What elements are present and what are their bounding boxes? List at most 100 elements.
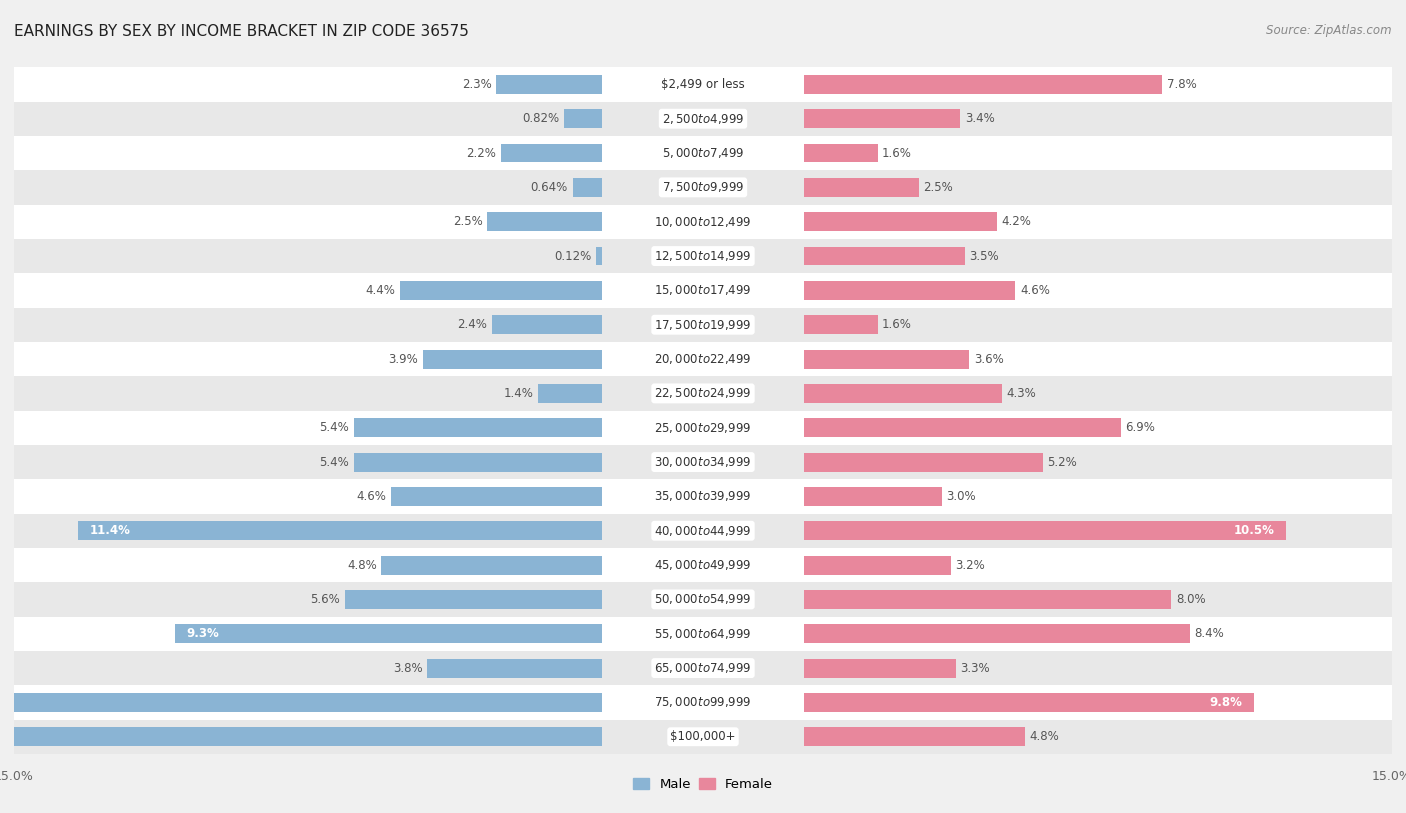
- Text: 3.0%: 3.0%: [946, 490, 976, 503]
- Text: 4.6%: 4.6%: [356, 490, 387, 503]
- Text: $22,500 to $24,999: $22,500 to $24,999: [654, 386, 752, 400]
- Bar: [804, 521, 1286, 540]
- Bar: [804, 728, 1025, 746]
- Bar: [496, 75, 602, 93]
- Bar: [14, 307, 1392, 342]
- Bar: [804, 144, 877, 163]
- Bar: [804, 624, 1189, 643]
- Bar: [174, 624, 602, 643]
- Bar: [354, 419, 602, 437]
- Text: $10,000 to $12,499: $10,000 to $12,499: [654, 215, 752, 228]
- Bar: [804, 246, 965, 266]
- Bar: [804, 281, 1015, 300]
- Bar: [79, 521, 602, 540]
- Bar: [423, 350, 602, 368]
- Text: 2.2%: 2.2%: [467, 146, 496, 159]
- Text: 11.4%: 11.4%: [90, 524, 131, 537]
- Text: 3.6%: 3.6%: [974, 353, 1004, 366]
- Bar: [492, 315, 602, 334]
- Bar: [14, 342, 1392, 376]
- Bar: [391, 487, 602, 506]
- Bar: [486, 212, 602, 231]
- Text: Source: ZipAtlas.com: Source: ZipAtlas.com: [1267, 24, 1392, 37]
- Text: 2.3%: 2.3%: [463, 78, 492, 91]
- Bar: [14, 514, 1392, 548]
- Text: $20,000 to $22,499: $20,000 to $22,499: [654, 352, 752, 366]
- Bar: [14, 651, 1392, 685]
- Bar: [501, 144, 602, 163]
- Text: 3.3%: 3.3%: [960, 662, 990, 675]
- Bar: [427, 659, 602, 677]
- Text: 4.6%: 4.6%: [1019, 284, 1050, 297]
- Bar: [14, 273, 1392, 307]
- Bar: [14, 170, 1392, 205]
- Text: 1.6%: 1.6%: [882, 146, 912, 159]
- Bar: [537, 384, 602, 402]
- Bar: [14, 239, 1392, 273]
- Bar: [14, 548, 1392, 582]
- Text: EARNINGS BY SEX BY INCOME BRACKET IN ZIP CODE 36575: EARNINGS BY SEX BY INCOME BRACKET IN ZIP…: [14, 24, 470, 39]
- Text: 3.4%: 3.4%: [965, 112, 994, 125]
- Text: $30,000 to $34,999: $30,000 to $34,999: [654, 455, 752, 469]
- Text: 0.82%: 0.82%: [523, 112, 560, 125]
- Bar: [14, 685, 1392, 720]
- Text: 4.8%: 4.8%: [347, 559, 377, 572]
- Text: $17,500 to $19,999: $17,500 to $19,999: [654, 318, 752, 332]
- Bar: [804, 693, 1254, 712]
- Text: 2.4%: 2.4%: [457, 318, 486, 331]
- Text: $50,000 to $54,999: $50,000 to $54,999: [654, 593, 752, 606]
- Text: $25,000 to $29,999: $25,000 to $29,999: [654, 421, 752, 435]
- Text: 1.6%: 1.6%: [882, 318, 912, 331]
- Text: $15,000 to $17,499: $15,000 to $17,499: [654, 284, 752, 298]
- Text: 3.8%: 3.8%: [394, 662, 423, 675]
- Bar: [804, 487, 942, 506]
- Bar: [14, 582, 1392, 616]
- Legend: Male, Female: Male, Female: [627, 773, 779, 797]
- Bar: [804, 419, 1121, 437]
- Text: 0.64%: 0.64%: [530, 180, 568, 193]
- Bar: [0, 728, 602, 746]
- Text: 2.5%: 2.5%: [453, 215, 482, 228]
- Text: $35,000 to $39,999: $35,000 to $39,999: [654, 489, 752, 503]
- Bar: [596, 246, 602, 266]
- Bar: [0, 693, 602, 712]
- Text: 0.12%: 0.12%: [554, 250, 592, 263]
- Text: 4.4%: 4.4%: [366, 284, 395, 297]
- Bar: [14, 616, 1392, 651]
- Bar: [804, 212, 997, 231]
- Text: 3.5%: 3.5%: [969, 250, 1000, 263]
- Bar: [14, 445, 1392, 479]
- Text: $100,000+: $100,000+: [671, 730, 735, 743]
- Bar: [564, 109, 602, 128]
- Text: 2.5%: 2.5%: [924, 180, 953, 193]
- Text: 8.0%: 8.0%: [1175, 593, 1206, 606]
- Bar: [14, 136, 1392, 170]
- Text: 4.3%: 4.3%: [1007, 387, 1036, 400]
- Bar: [804, 590, 1171, 609]
- Bar: [14, 205, 1392, 239]
- Bar: [14, 720, 1392, 754]
- Text: 6.9%: 6.9%: [1126, 421, 1156, 434]
- Text: $75,000 to $99,999: $75,000 to $99,999: [654, 695, 752, 710]
- Bar: [804, 555, 950, 575]
- Text: $2,499 or less: $2,499 or less: [661, 78, 745, 91]
- Text: 3.9%: 3.9%: [388, 353, 418, 366]
- Bar: [572, 178, 602, 197]
- Bar: [381, 555, 602, 575]
- Text: 1.4%: 1.4%: [503, 387, 533, 400]
- Text: 5.4%: 5.4%: [319, 455, 349, 468]
- Text: 10.5%: 10.5%: [1234, 524, 1275, 537]
- Text: 5.2%: 5.2%: [1047, 455, 1077, 468]
- Bar: [804, 350, 969, 368]
- Bar: [804, 75, 1163, 93]
- Bar: [804, 109, 960, 128]
- Text: $7,500 to $9,999: $7,500 to $9,999: [662, 180, 744, 194]
- Text: 4.2%: 4.2%: [1001, 215, 1032, 228]
- Text: $2,500 to $4,999: $2,500 to $4,999: [662, 111, 744, 126]
- Text: 9.3%: 9.3%: [186, 628, 219, 641]
- Bar: [804, 453, 1043, 472]
- Text: 8.4%: 8.4%: [1195, 628, 1225, 641]
- Bar: [804, 384, 1001, 402]
- Bar: [804, 315, 877, 334]
- Text: 5.6%: 5.6%: [311, 593, 340, 606]
